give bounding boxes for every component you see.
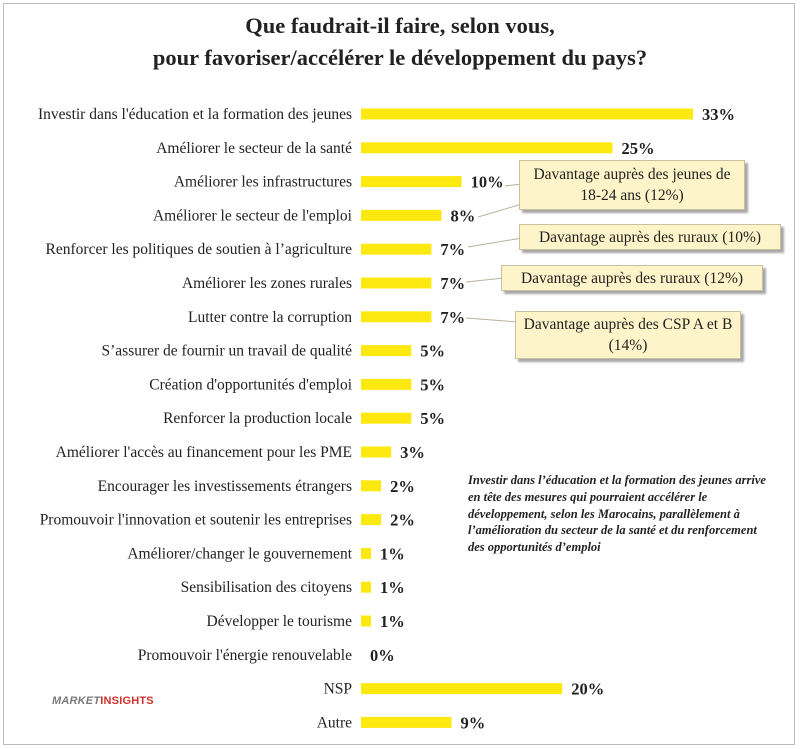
callout-connector-line <box>465 277 505 283</box>
value-label: 1% <box>380 578 405 597</box>
value-label: 3% <box>400 443 425 462</box>
category-label: S’assurer de fournir un travail de quali… <box>102 343 353 360</box>
chart-title-line2: pour favoriser/accélérer le développemen… <box>152 45 648 70</box>
value-label: 5% <box>420 375 445 394</box>
bar <box>361 547 372 559</box>
category-label: Améliorer les infrastructures <box>174 174 352 191</box>
bar <box>361 209 442 221</box>
category-label: Lutter contre la corruption <box>188 309 352 326</box>
bar <box>361 243 432 255</box>
bar <box>361 581 372 593</box>
category-label: Encourager les investissements étrangers <box>98 478 352 495</box>
bar <box>361 108 693 120</box>
category-label: Autre <box>317 714 352 731</box>
category-label: Promouvoir l'énergie renouvelable <box>138 647 352 664</box>
bar <box>361 142 613 154</box>
category-label: Améliorer les zones rurales <box>182 275 352 292</box>
value-label: 7% <box>440 274 465 293</box>
category-label: Renforcer les politiques de soutien à l’… <box>46 241 353 258</box>
value-label: 2% <box>390 511 415 530</box>
bar <box>361 480 382 492</box>
value-label: 33% <box>702 105 735 124</box>
category-label: Investir dans l'éducation et la formatio… <box>38 106 352 123</box>
value-label: 25% <box>622 139 655 158</box>
category-label: Améliorer/changer le gouvernement <box>127 545 352 562</box>
callout-csp: Davantage auprès des CSP A et B (14%) <box>515 311 741 359</box>
chart-title-line1: Que faudrait-il faire, selon vous, <box>245 13 555 38</box>
value-label: 5% <box>420 342 445 361</box>
value-label: 0% <box>370 646 395 665</box>
market-insights-logo: MARKETINSIGHTS <box>52 695 154 707</box>
bar <box>361 345 412 357</box>
value-label: 9% <box>461 713 486 732</box>
category-label: Promouvoir l'innovation et soutenir les … <box>40 512 352 529</box>
callout-ruraux-agriculture: Davantage auprès des ruraux (10%) <box>519 224 781 250</box>
category-label: NSP <box>324 681 352 698</box>
chart-title: Que faudrait-il faire, selon vous, pour … <box>0 10 800 74</box>
bar <box>361 277 432 289</box>
callout-connector-line <box>477 203 523 218</box>
category-label: Développer le tourisme <box>207 613 353 630</box>
value-label: 5% <box>420 409 445 428</box>
category-label: Création d'opportunités d'emploi <box>149 376 352 393</box>
bar <box>361 378 412 390</box>
chart-frame <box>3 3 795 745</box>
value-label: 7% <box>440 240 465 259</box>
bar <box>361 311 432 323</box>
callout-connector-line <box>465 317 519 323</box>
callout-ruraux-zones: Davantage auprès des ruraux (12%) <box>501 265 763 291</box>
category-label: Améliorer le secteur de la santé <box>156 140 352 157</box>
value-label: 8% <box>450 206 475 225</box>
bar <box>361 683 563 695</box>
value-label: 7% <box>440 308 465 327</box>
value-label: 2% <box>390 477 415 496</box>
bar <box>361 176 462 188</box>
value-label: 1% <box>380 612 405 631</box>
callout-jeunes: Davantage auprès des jeunes de 18-24 ans… <box>519 160 745 210</box>
value-label: 10% <box>471 173 504 192</box>
logo-insights: INSIGHTS <box>100 695 154 707</box>
bar <box>361 446 392 458</box>
bar <box>361 514 382 526</box>
bar <box>361 412 412 424</box>
logo-market: MARKET <box>52 695 101 707</box>
bar <box>361 716 452 728</box>
value-label: 1% <box>380 544 405 563</box>
category-label: Améliorer l'accès au financement pour le… <box>56 444 352 461</box>
value-label: 20% <box>571 680 604 699</box>
category-label: Renforcer la production locale <box>163 410 352 427</box>
category-label: Sensibilisation des citoyens <box>181 579 352 596</box>
bar <box>361 615 372 627</box>
category-label: Améliorer le secteur de l'emploi <box>153 207 353 224</box>
callout-connector-line <box>467 237 523 248</box>
analysis-note: Investir dans l’éducation et la formatio… <box>468 473 766 555</box>
